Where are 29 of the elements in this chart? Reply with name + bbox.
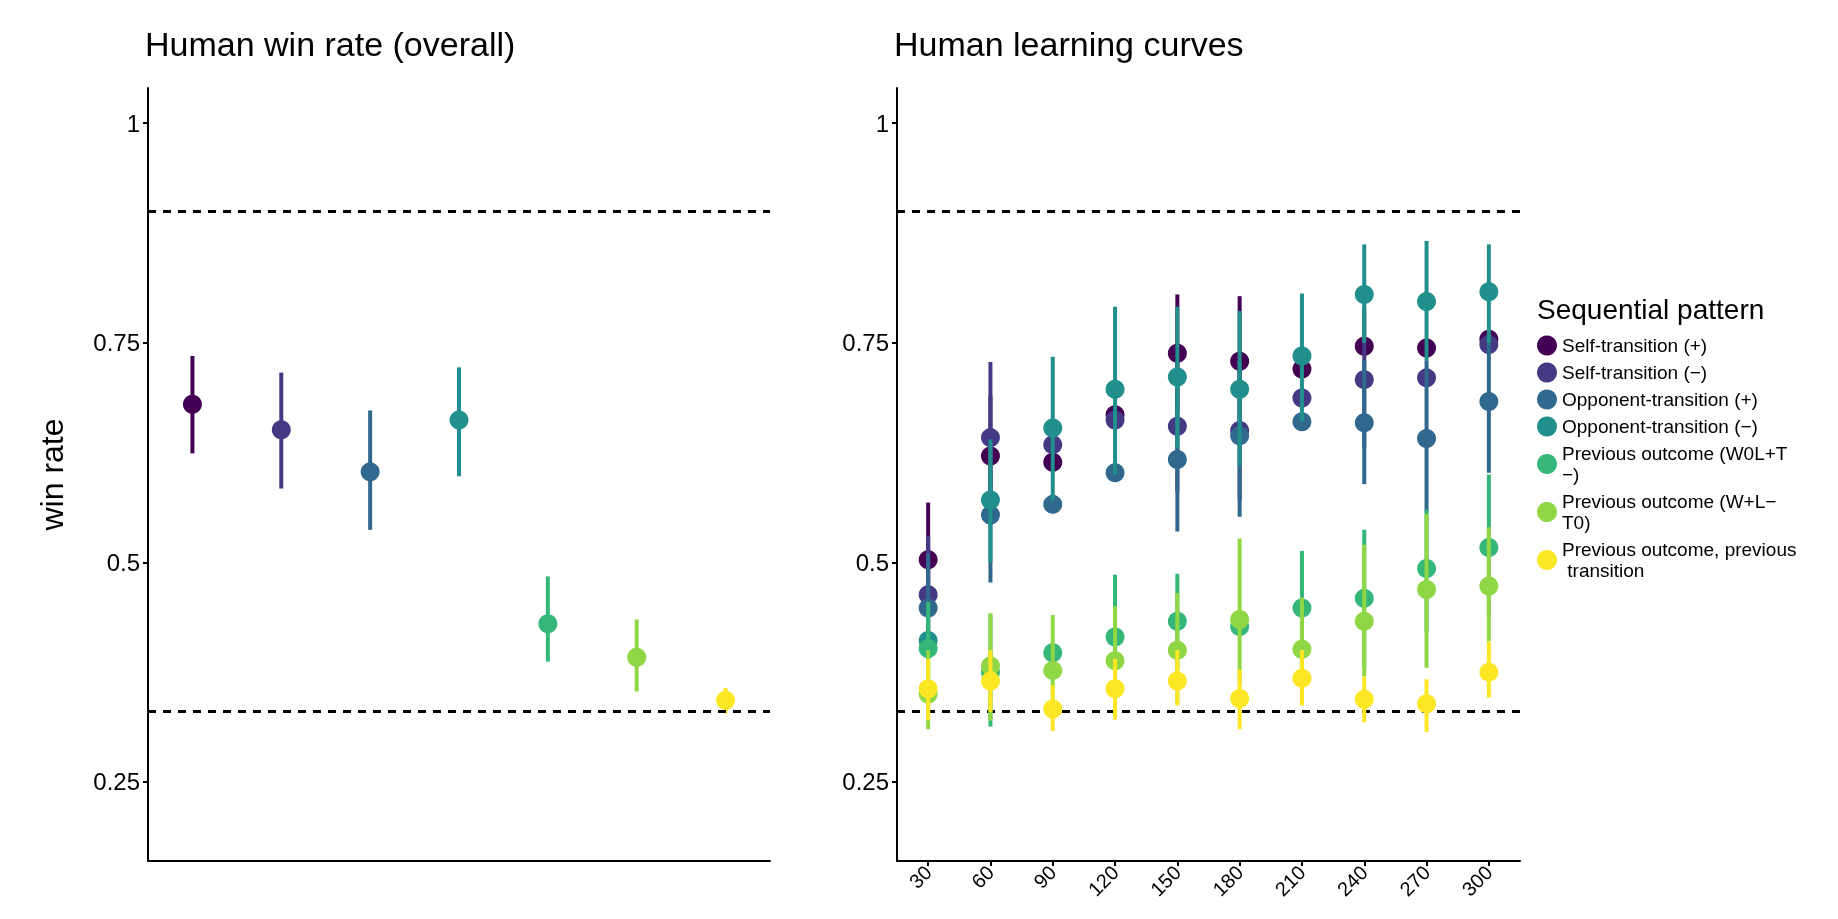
y-tick-label: 0.75	[93, 329, 140, 357]
y-tick-label: 0.25	[93, 768, 140, 796]
y-tick-label: 0.75	[842, 329, 889, 357]
chart-title: Human learning curves	[894, 25, 1244, 63]
y-tick-label: 0.5	[855, 548, 889, 576]
y-axis-title: win rate	[34, 418, 70, 532]
x-tick-label: 180	[1208, 861, 1248, 901]
x-tick-label: 30	[904, 861, 936, 893]
legend-title: Sequential pattern	[1537, 293, 1765, 325]
x-tick-label: 60	[966, 861, 999, 893]
legend-label: Previous outcome (W0L+T−)	[1562, 443, 1788, 485]
legend-label: Previous outcome (W+L−T0)	[1562, 491, 1777, 533]
y-tick-label: 1	[875, 109, 889, 137]
legend-label: Self-transition (−)	[1562, 362, 1708, 383]
legend-label: Opponent-transition (+)	[1562, 389, 1758, 410]
y-tick-label: 0.5	[106, 548, 140, 576]
x-tick-label: 270	[1395, 861, 1435, 901]
chart-title: Human win rate (overall)	[145, 25, 516, 63]
legend-label: Opponent-transition (−)	[1562, 416, 1758, 437]
x-tick-label: 210	[1270, 861, 1310, 901]
legend-label: Self-transition (+)	[1562, 335, 1708, 356]
y-tick-label: 1	[126, 109, 140, 137]
legend-label: Previous outcome, previous transition	[1562, 539, 1797, 581]
x-tick-label: 120	[1083, 861, 1123, 901]
x-tick-label: 90	[1029, 861, 1061, 893]
x-tick-label: 300	[1457, 861, 1497, 901]
y-tick-label: 0.25	[842, 768, 889, 796]
x-tick-label: 150	[1145, 861, 1186, 901]
x-tick-label: 240	[1332, 861, 1373, 901]
